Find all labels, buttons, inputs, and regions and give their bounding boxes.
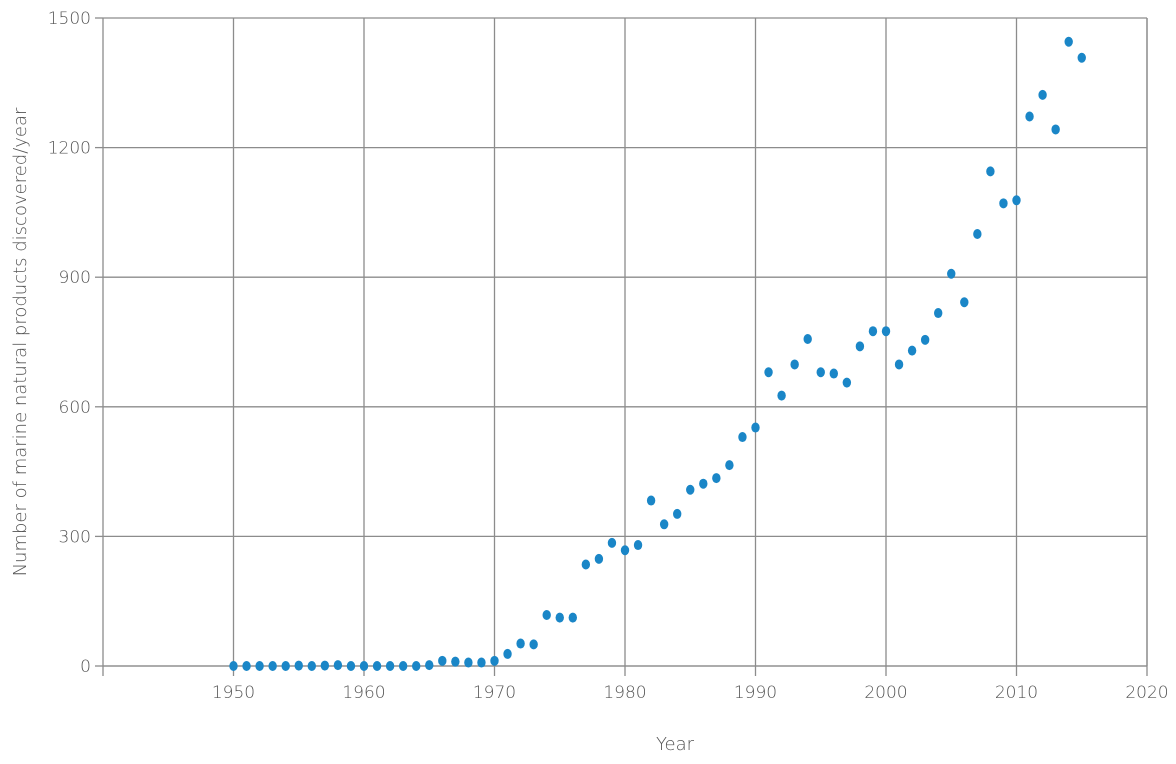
data-point — [751, 422, 760, 433]
data-point — [999, 198, 1008, 209]
data-point — [673, 508, 682, 519]
data-point — [425, 660, 434, 671]
data-point — [385, 661, 395, 671]
data-point — [868, 326, 878, 337]
y-tick-label: 1500 — [48, 9, 91, 29]
data-point — [451, 656, 460, 667]
data-point — [555, 612, 564, 623]
data-point — [1012, 195, 1021, 206]
data-point — [503, 648, 512, 659]
y-tick-label: 0 — [80, 657, 91, 677]
data-point — [934, 308, 943, 319]
data-point — [464, 657, 473, 668]
data-point — [1064, 36, 1073, 47]
data-point — [242, 661, 251, 671]
x-tick-label: 2000 — [864, 683, 907, 703]
tick-labels: 1950 1960 1970 1980 1990 2000 2010 2020 0 300 600 9… — [48, 9, 1169, 703]
grid — [103, 17, 1148, 667]
data-point — [372, 661, 382, 671]
data-point — [607, 537, 617, 548]
data-point — [1051, 124, 1060, 135]
data-point — [777, 390, 786, 401]
data-point — [1038, 89, 1047, 100]
data-point — [529, 639, 538, 650]
data-point — [960, 297, 969, 308]
data-point — [320, 660, 330, 671]
data-point — [907, 345, 917, 356]
y-tick-label: 600 — [59, 398, 91, 418]
data-point — [1025, 111, 1034, 122]
data-point — [359, 661, 369, 671]
data-point — [516, 638, 525, 649]
data-point — [346, 661, 356, 671]
data-point — [816, 367, 825, 378]
data-point — [620, 545, 630, 556]
data-points — [229, 36, 1086, 671]
x-tick-label: 2020 — [1125, 683, 1168, 703]
data-point — [842, 377, 852, 388]
y-tick-label: 1200 — [48, 139, 91, 159]
data-point — [307, 661, 316, 671]
y-tick-label: 900 — [59, 268, 91, 288]
data-point — [973, 229, 982, 239]
data-point — [725, 460, 734, 471]
data-point — [803, 333, 812, 344]
data-point — [281, 661, 290, 671]
data-point — [1077, 52, 1086, 63]
data-point — [790, 359, 799, 370]
data-point — [686, 484, 695, 495]
data-point — [294, 660, 303, 671]
x-tick-label: 1960 — [342, 683, 385, 703]
x-axis-title: Year — [656, 734, 695, 755]
data-point — [333, 660, 343, 671]
x-tick-label: 1980 — [603, 683, 646, 703]
y-axis-title: Number of marine natural products discov… — [10, 107, 31, 576]
data-point — [581, 559, 591, 570]
x-tick-label: 1970 — [473, 683, 516, 703]
data-point — [633, 540, 643, 551]
data-point — [398, 661, 408, 671]
data-point — [255, 661, 264, 671]
data-point — [229, 661, 238, 671]
data-point — [764, 367, 773, 378]
data-point — [855, 341, 865, 352]
data-point — [542, 610, 551, 621]
x-tick-label: 1950 — [212, 683, 255, 703]
x-tick-label: 1990 — [734, 683, 777, 703]
data-point — [477, 657, 486, 668]
data-point — [920, 334, 930, 345]
data-point — [829, 368, 838, 379]
data-point — [881, 326, 891, 337]
y-tick-label: 300 — [59, 527, 91, 547]
data-point — [712, 473, 721, 484]
axes — [95, 17, 1148, 676]
data-point — [738, 432, 747, 443]
data-point — [947, 268, 956, 279]
data-point — [659, 519, 669, 530]
data-point — [438, 655, 447, 666]
data-point — [268, 661, 277, 671]
x-tick-label: 2010 — [995, 683, 1038, 703]
data-point — [986, 166, 995, 177]
data-point — [412, 661, 421, 671]
data-point — [646, 495, 656, 506]
data-point — [699, 478, 708, 489]
data-point — [568, 612, 577, 623]
data-point — [594, 553, 604, 564]
data-point — [894, 359, 904, 370]
data-point — [490, 655, 499, 666]
